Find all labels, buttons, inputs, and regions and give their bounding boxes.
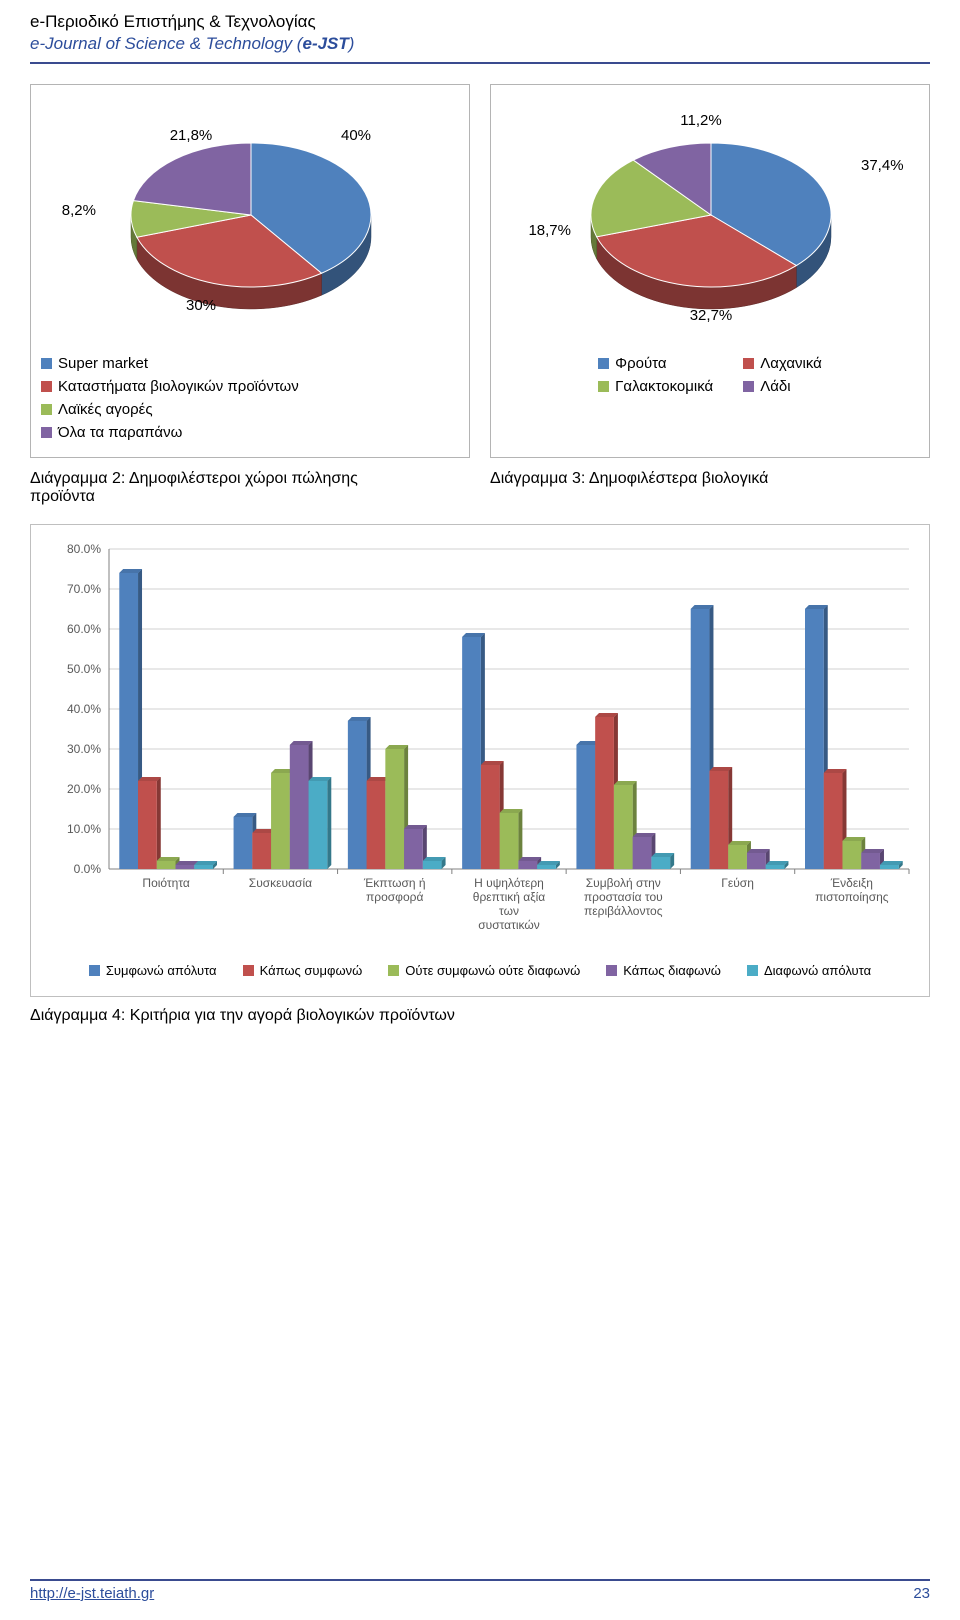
svg-text:Γεύση: Γεύση [721,876,754,890]
legend-label: Διαφωνώ απόλυτα [764,963,871,978]
svg-text:8,2%: 8,2% [62,202,96,219]
legend-swatch [41,358,52,369]
svg-text:32,7%: 32,7% [690,307,733,324]
pie-chart-2: 40% 30% 8,2% 21,8% [41,95,461,335]
svg-text:Η υψηλότερη: Η υψηλότερη [474,876,544,890]
footer-url[interactable]: http://e-jst.teiath.gr [30,1585,154,1602]
legend-label: Λάδι [760,378,790,395]
header-title-english: e-Journal of Science & Technology (e-JST… [30,34,930,54]
caption-diagram-2: Διάγραμμα 2: Δημοφιλέστεροι χώροι πώληση… [30,470,470,506]
svg-text:10.0%: 10.0% [67,822,101,836]
legend-swatch [743,358,754,369]
page-footer: http://e-jst.teiath.gr 23 [30,1571,930,1602]
svg-text:30.0%: 30.0% [67,742,101,756]
legend-swatch [598,358,609,369]
svg-text:Ποιότητα: Ποιότητα [142,876,189,890]
legend-label: Κάπως διαφωνώ [623,963,721,978]
legend-swatch [41,427,52,438]
header-title-greek: e-Περιοδικό Επιστήμης & Τεχνολογίας [30,12,930,32]
legend-swatch [606,965,617,976]
svg-text:70.0%: 70.0% [67,582,101,596]
bar-chart-4-container: 0.0% 10.0% 20.0% 30.0% 40.0% 50.0% 60.0% 70.0% 8… [30,524,930,997]
svg-text:περιβάλλοντος: περιβάλλοντος [584,904,663,918]
legend-swatch [41,404,52,415]
pie-chart-2-container: 40% 30% 8,2% 21,8% Super market Καταστήματα … [30,84,470,458]
legend-item: Όλα τα παραπάνω [41,424,441,441]
legend-swatch [388,965,399,976]
svg-text:30%: 30% [186,297,216,314]
svg-text:των: των [499,904,519,918]
legend-item: Κάπως διαφωνώ [606,963,721,978]
svg-text:80.0%: 80.0% [67,542,101,556]
legend-label: Γαλακτοκομικά [615,378,713,395]
legend-item: Λαϊκές αγορές [41,401,441,418]
legend-item: Λάδι [743,378,822,395]
legend-item: Κάπως συμφωνώ [243,963,363,978]
legend-swatch [598,381,609,392]
legend-swatch [747,965,758,976]
svg-text:Έκπτωση ή: Έκπτωση ή [363,876,426,890]
svg-text:40%: 40% [341,127,371,144]
svg-text:20.0%: 20.0% [67,782,101,796]
legend-label: Φρούτα [615,355,666,372]
legend-label: Συμφωνώ απόλυτα [106,963,217,978]
svg-text:Συμβολή στην: Συμβολή στην [586,876,661,890]
legend-item: Λαχανικά [743,355,822,372]
svg-text:11,2%: 11,2% [680,112,721,129]
page-header: e-Περιοδικό Επιστήμης & Τεχνολογίας e-Jo… [0,0,960,58]
legend-label: Όλα τα παραπάνω [58,424,182,441]
svg-text:Συσκευασία: Συσκευασία [249,876,312,890]
legend-item: Συμφωνώ απόλυτα [89,963,217,978]
pie-chart-2-legend: Super market Καταστήματα βιολογικών προϊό… [41,355,459,441]
footer-page-number: 23 [913,1585,930,1602]
svg-text:18,7%: 18,7% [528,222,571,239]
svg-text:0.0%: 0.0% [74,862,102,876]
footer-rule [30,1579,930,1581]
header-suffix: ) [349,34,355,53]
svg-text:πιστοποίησης: πιστοποίησης [815,890,889,904]
svg-text:50.0%: 50.0% [67,662,101,676]
svg-text:60.0%: 60.0% [67,622,101,636]
legend-label: Λαχανικά [760,355,822,372]
legend-item: Διαφωνώ απόλυτα [747,963,871,978]
legend-label: Ούτε συμφωνώ ούτε διαφωνώ [405,963,580,978]
svg-text:θρεπτική αξία: θρεπτική αξία [473,890,546,904]
pie-chart-3-legend: Φρούτα Λαχανικά Γαλακτοκομικά Λάδι [501,355,919,395]
legend-item: Super market [41,355,441,372]
bar-chart-4-legend: Συμφωνώ απόλυτα Κάπως συμφωνώ Ούτε συμφωνώ… [49,963,911,978]
legend-item: Γαλακτοκομικά [598,378,713,395]
caption-diagram-4: Διάγραμμα 4: Κριτήρια για την αγορά βιολ… [0,997,960,1035]
svg-text:40.0%: 40.0% [67,702,101,716]
legend-swatch [89,965,100,976]
caption-diagram-3: Διάγραμμα 3: Δημοφιλέστερα βιολογικά [490,470,930,506]
svg-text:προστασία του: προστασία του [584,890,663,904]
svg-text:37,4%: 37,4% [861,157,904,174]
bar-chart-4: 0.0% 10.0% 20.0% 30.0% 40.0% 50.0% 60.0% 70.0% 8… [49,539,919,949]
legend-swatch [41,381,52,392]
legend-label: Καταστήματα βιολογικών προϊόντων [58,378,299,395]
legend-label: Super market [58,355,148,372]
svg-text:Ένδειξη: Ένδειξη [830,876,873,890]
pie-chart-3-container: 37,4% 32,7% 18,7% 11,2% Φρούτα Λαχανικά Γαλακ… [490,84,930,458]
legend-label: Κάπως συμφωνώ [260,963,363,978]
legend-swatch [243,965,254,976]
svg-text:προσφορά: προσφορά [366,890,423,904]
pie-chart-3: 37,4% 32,7% 18,7% 11,2% [501,95,921,335]
svg-text:συστατικών: συστατικών [478,918,540,932]
legend-item: Ούτε συμφωνώ ούτε διαφωνώ [388,963,580,978]
legend-swatch [743,381,754,392]
legend-item: Φρούτα [598,355,713,372]
svg-text:21,8%: 21,8% [170,127,213,144]
header-prefix: e-Journal of Science & Technology ( [30,34,302,53]
header-journal-abbr: e-JST [302,34,348,53]
header-rule [30,62,930,64]
legend-item: Καταστήματα βιολογικών προϊόντων [41,378,441,395]
legend-label: Λαϊκές αγορές [58,401,153,418]
